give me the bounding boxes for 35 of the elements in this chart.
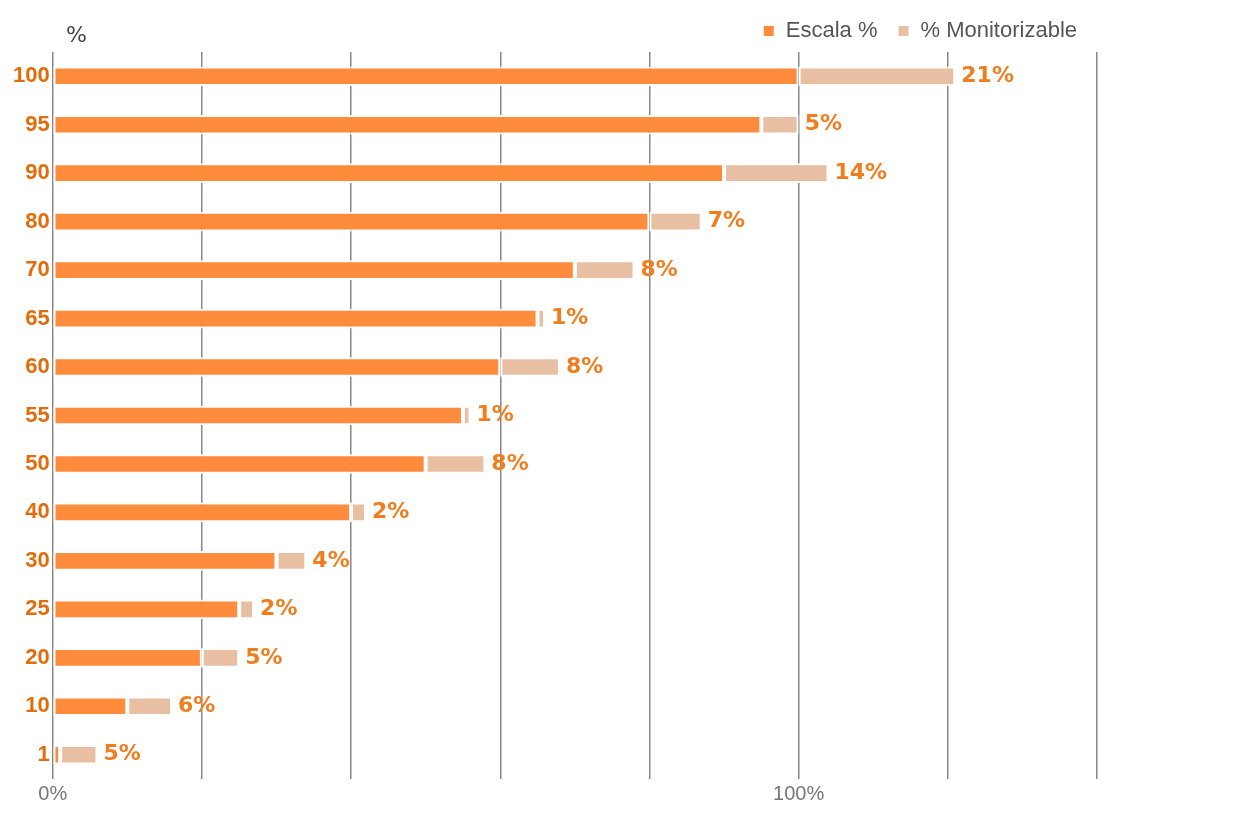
data-label: 7%: [707, 207, 746, 233]
y-tick-label: 20: [25, 643, 50, 669]
data-label: 5%: [103, 740, 141, 766]
y-tick-label: 40: [25, 498, 50, 524]
y-tick-label: 1: [37, 740, 50, 766]
x-tick-label: 100%: [773, 781, 825, 804]
y-tick-label: 50: [25, 450, 50, 476]
data-label: 4%: [312, 546, 350, 572]
y-tick-label: 100: [12, 62, 50, 88]
x-tick-label: 0%: [38, 781, 68, 804]
y-tick-label: 60: [25, 353, 50, 379]
y-tick-label: 25: [25, 595, 50, 621]
data-label: 8%: [491, 449, 529, 475]
data-label: 5%: [804, 110, 842, 136]
data-label: 2%: [260, 595, 298, 621]
data-label: 8%: [565, 352, 604, 378]
y-axis-title: %: [66, 22, 87, 47]
y-tick-label: 90: [25, 159, 50, 185]
data-label: 5%: [245, 643, 283, 669]
y-tick-label: 70: [25, 256, 50, 282]
data-label: 2%: [371, 498, 410, 524]
legend-label: % Monitorizable: [920, 17, 1077, 43]
data-label: 1%: [551, 304, 589, 330]
legend-label: Escala %: [785, 17, 878, 43]
y-tick-label: 30: [25, 546, 50, 572]
y-tick-label: 80: [25, 207, 50, 233]
data-label: 14%: [834, 158, 888, 184]
y-tick-label: 65: [25, 304, 50, 330]
y-tick-label: 95: [25, 110, 50, 136]
data-label: 6%: [178, 692, 216, 718]
y-tick-label: 55: [25, 401, 50, 427]
data-label: 1%: [476, 401, 514, 427]
y-tick-label: 10: [25, 692, 50, 718]
data-label: 21%: [961, 61, 1014, 87]
data-label: 8%: [640, 255, 678, 281]
